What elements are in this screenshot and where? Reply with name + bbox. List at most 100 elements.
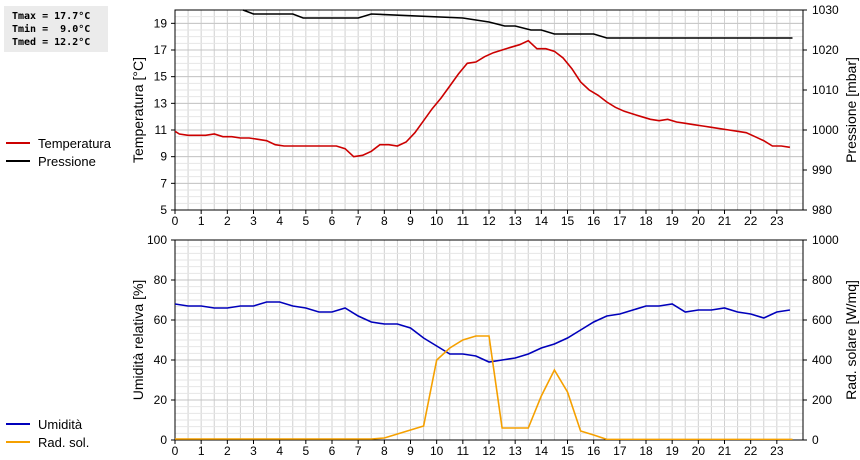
legend-swatch xyxy=(6,160,30,162)
x-tick-label: 10 xyxy=(430,444,444,458)
y-tick-label: 100 xyxy=(147,233,167,247)
x-tick-label: 4 xyxy=(276,214,283,228)
legend-swatch xyxy=(6,142,30,144)
x-tick-label: 8 xyxy=(381,214,388,228)
y-tick-label: 17 xyxy=(154,43,168,57)
x-tick-label: 14 xyxy=(535,444,549,458)
legend-label: Umidità xyxy=(38,416,83,432)
y-axis-label: Temperatura [°C] xyxy=(130,57,146,163)
x-tick-label: 11 xyxy=(457,444,470,458)
x-tick-label: 0 xyxy=(172,214,179,228)
y2-tick-label: 0 xyxy=(812,433,819,447)
x-tick-label: 3 xyxy=(250,444,257,458)
series-line-umidità xyxy=(175,301,791,363)
x-tick-label: 13 xyxy=(508,444,522,458)
y-tick-label: 15 xyxy=(154,70,168,84)
x-tick-label: 18 xyxy=(639,214,653,228)
y2-tick-label: 600 xyxy=(812,313,832,327)
x-tick-label: 14 xyxy=(535,214,549,228)
x-tick-label: 21 xyxy=(718,444,732,458)
legend-item: Temperatura xyxy=(6,134,111,152)
x-tick-label: 19 xyxy=(665,444,679,458)
x-tick-label: 21 xyxy=(718,214,732,228)
series-line-rad-sol- xyxy=(175,335,793,440)
x-tick-label: 6 xyxy=(329,444,336,458)
tmin-text: Tmin = 9.0°C xyxy=(12,24,91,35)
y-axis-label: Umidità relativa [%] xyxy=(130,280,146,401)
y-tick-label: 11 xyxy=(155,123,168,137)
x-tick-label: 5 xyxy=(302,214,309,228)
y-tick-label: 13 xyxy=(154,96,168,110)
legend-swatch xyxy=(6,441,30,443)
x-tick-label: 13 xyxy=(508,214,522,228)
x-tick-label: 12 xyxy=(482,214,496,228)
x-tick-label: 15 xyxy=(561,444,575,458)
stats-box: Tmax = 17.7°C Tmin = 9.0°C Tmed = 12.2°C xyxy=(4,6,108,52)
x-tick-label: 17 xyxy=(613,214,627,228)
series-line-temperatura xyxy=(175,39,791,158)
y2-tick-label: 990 xyxy=(812,163,832,177)
y-tick-label: 0 xyxy=(160,433,167,447)
x-tick-label: 6 xyxy=(329,214,336,228)
y-tick-label: 19 xyxy=(154,16,168,30)
y-tick-label: 20 xyxy=(154,393,168,407)
legend-bottom: Umidità Rad. sol. xyxy=(6,415,89,451)
legend-label: Pressione xyxy=(38,153,96,169)
x-tick-label: 10 xyxy=(430,214,444,228)
y2-tick-label: 800 xyxy=(812,273,832,287)
x-tick-label: 2 xyxy=(224,214,231,228)
y-tick-label: 60 xyxy=(154,313,168,327)
y-tick-label: 7 xyxy=(160,176,167,190)
y-tick-label: 5 xyxy=(160,203,167,217)
x-tick-label: 17 xyxy=(613,444,627,458)
legend-label: Temperatura xyxy=(38,135,111,151)
x-tick-label: 23 xyxy=(770,214,784,228)
x-tick-label: 3 xyxy=(250,214,257,228)
x-tick-label: 23 xyxy=(770,444,784,458)
x-tick-label: 19 xyxy=(665,214,679,228)
legend-top: Temperatura Pressione xyxy=(6,134,111,170)
x-tick-label: 18 xyxy=(639,444,653,458)
x-tick-label: 7 xyxy=(355,444,362,458)
legend-item: Rad. sol. xyxy=(6,433,89,451)
x-tick-label: 1 xyxy=(198,444,205,458)
x-tick-label: 1 xyxy=(198,214,205,228)
y2-tick-label: 400 xyxy=(812,353,832,367)
y2-tick-label: 1010 xyxy=(812,83,839,97)
x-tick-label: 20 xyxy=(692,214,706,228)
y2-axis-label: Pressione [mbar] xyxy=(843,57,859,163)
y2-tick-label: 1000 xyxy=(812,123,839,137)
x-tick-label: 15 xyxy=(561,214,575,228)
x-tick-label: 5 xyxy=(302,444,309,458)
y2-tick-label: 1020 xyxy=(812,43,839,57)
y2-tick-label: 1000 xyxy=(812,233,839,247)
legend-item: Pressione xyxy=(6,152,111,170)
x-tick-label: 7 xyxy=(355,214,362,228)
x-tick-label: 12 xyxy=(482,444,496,458)
x-tick-label: 20 xyxy=(692,444,706,458)
x-tick-label: 22 xyxy=(744,444,758,458)
x-tick-label: 2 xyxy=(224,444,231,458)
x-tick-label: 8 xyxy=(381,444,388,458)
legend-swatch xyxy=(6,423,30,425)
x-tick-label: 4 xyxy=(276,444,283,458)
x-tick-label: 22 xyxy=(744,214,758,228)
legend-label: Rad. sol. xyxy=(38,434,90,450)
y2-tick-label: 1030 xyxy=(812,3,839,17)
x-tick-label: 9 xyxy=(407,444,414,458)
series-line-pressione xyxy=(242,9,793,39)
legend-item: Umidità xyxy=(6,415,89,433)
x-tick-label: 9 xyxy=(407,214,414,228)
x-tick-label: 0 xyxy=(172,444,179,458)
x-tick-label: 16 xyxy=(587,444,601,458)
y-tick-label: 9 xyxy=(160,150,167,164)
x-tick-label: 11 xyxy=(457,214,470,228)
tmed-text: Tmed = 12.2°C xyxy=(12,37,91,48)
y2-axis-label: Rad. solare [W/mq] xyxy=(843,280,859,400)
y2-tick-label: 980 xyxy=(812,203,832,217)
y-tick-label: 40 xyxy=(154,353,168,367)
y2-tick-label: 200 xyxy=(812,393,832,407)
x-tick-label: 16 xyxy=(587,214,601,228)
y-tick-label: 80 xyxy=(154,273,168,287)
